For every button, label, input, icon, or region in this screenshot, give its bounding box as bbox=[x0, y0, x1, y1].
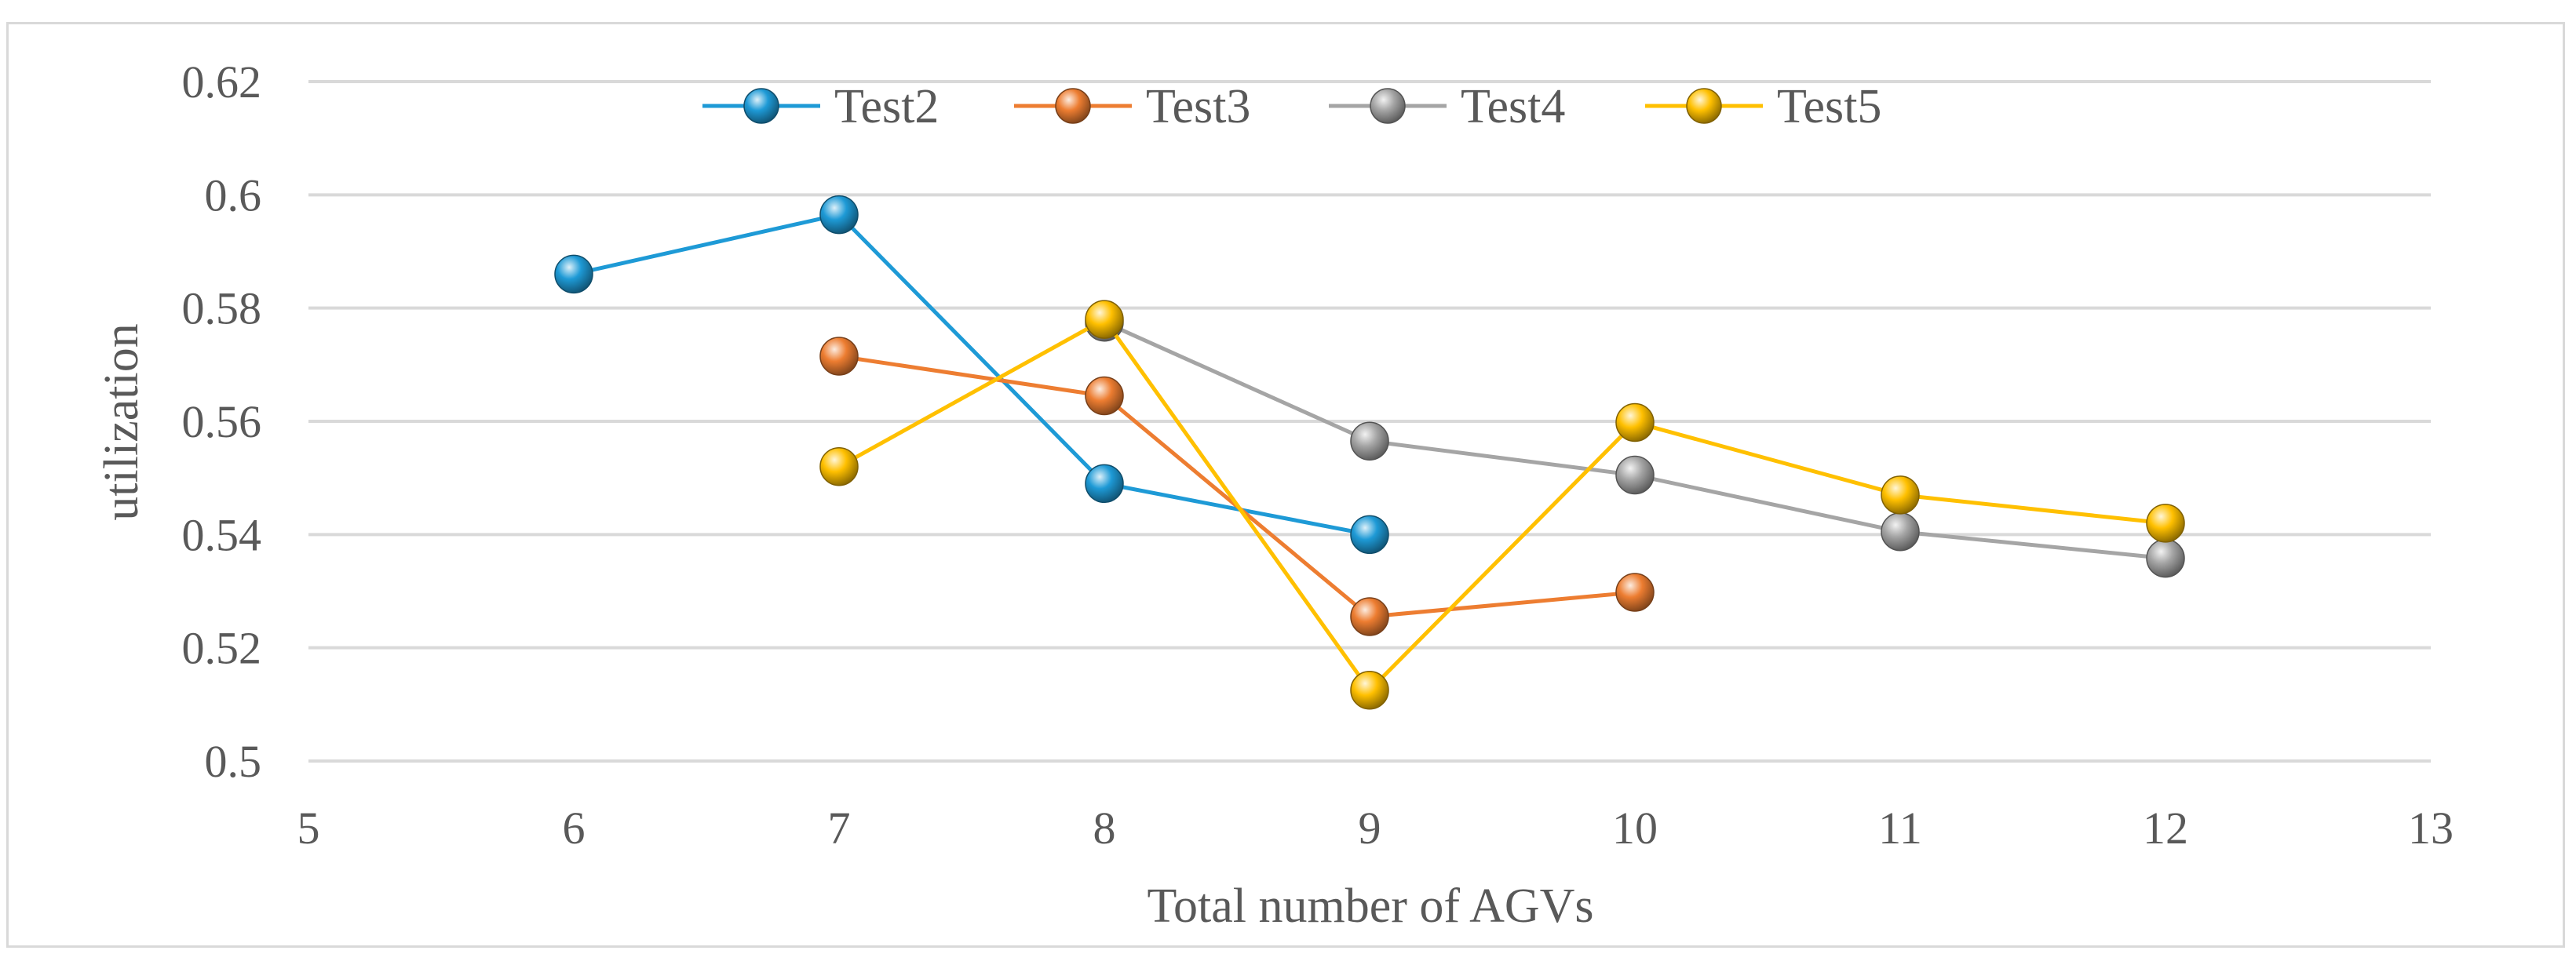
x-tick-label: 5 bbox=[297, 803, 320, 854]
legend-label: Test2 bbox=[834, 80, 939, 133]
data-point bbox=[1881, 475, 1920, 515]
data-point bbox=[819, 446, 859, 486]
legend-item: Test2 bbox=[702, 80, 939, 133]
data-point bbox=[1350, 671, 1389, 710]
series-test2 bbox=[554, 195, 1389, 555]
y-tick-label: 0.5 bbox=[205, 736, 262, 787]
series-line bbox=[837, 317, 2166, 693]
data-point bbox=[1881, 512, 1920, 552]
data-point bbox=[554, 254, 593, 294]
x-tick-label: 13 bbox=[2408, 803, 2454, 854]
y-tick-label: 0.54 bbox=[182, 509, 262, 560]
y-tick-label: 0.52 bbox=[182, 623, 262, 674]
data-point bbox=[1615, 573, 1655, 612]
x-tick-label: 8 bbox=[1093, 803, 1116, 854]
y-tick-label: 0.58 bbox=[182, 283, 262, 334]
legend: Test2 Test3 Test4 Test5 bbox=[702, 80, 1881, 133]
data-point bbox=[819, 195, 859, 235]
data-point bbox=[1350, 597, 1389, 636]
y-tick-label: 0.62 bbox=[182, 56, 262, 107]
legend-label: Test3 bbox=[1146, 80, 1250, 133]
chart-frame bbox=[6, 22, 2565, 948]
data-point bbox=[1085, 464, 1124, 504]
legend-marker bbox=[1686, 88, 1722, 124]
data-point bbox=[1085, 300, 1124, 339]
series-layer bbox=[554, 195, 2185, 710]
data-point bbox=[1615, 455, 1655, 495]
data-point bbox=[819, 337, 859, 376]
legend-marker bbox=[1055, 88, 1091, 124]
y-tick-label: 0.6 bbox=[205, 169, 262, 220]
data-point bbox=[2146, 504, 2185, 543]
legend-item: Test3 bbox=[1014, 80, 1250, 133]
series-line bbox=[838, 354, 1636, 619]
x-axis-ticks: 5 6 7 8 9 10 11 12 13 bbox=[297, 803, 2454, 854]
x-tick-label: 11 bbox=[1878, 803, 1922, 854]
legend-item: Test5 bbox=[1645, 80, 1881, 133]
legend-label: Test5 bbox=[1777, 80, 1881, 133]
legend-item: Test4 bbox=[1329, 80, 1565, 133]
y-axis-ticks: 0.5 0.52 0.54 0.56 0.58 0.6 0.62 bbox=[182, 56, 262, 787]
y-tick-label: 0.56 bbox=[182, 396, 262, 447]
data-point bbox=[1615, 402, 1655, 442]
y-axis-title: utilization bbox=[95, 323, 148, 520]
x-tick-label: 6 bbox=[563, 803, 586, 854]
x-tick-label: 7 bbox=[828, 803, 851, 854]
x-tick-label: 10 bbox=[1612, 803, 1658, 854]
data-point bbox=[1350, 421, 1389, 461]
data-point bbox=[2146, 538, 2185, 578]
legend-marker bbox=[1370, 88, 1406, 124]
x-tick-label: 12 bbox=[2143, 803, 2188, 854]
data-point bbox=[1085, 376, 1124, 416]
data-point bbox=[1350, 515, 1389, 555]
series-test5 bbox=[819, 300, 2185, 710]
legend-label: Test4 bbox=[1461, 80, 1565, 133]
legend-marker bbox=[743, 88, 779, 124]
x-tick-label: 9 bbox=[1359, 803, 1381, 854]
series-line bbox=[573, 213, 1370, 537]
gridlines bbox=[308, 80, 2431, 763]
x-axis-title: Total number of AGVs bbox=[1147, 879, 1593, 933]
